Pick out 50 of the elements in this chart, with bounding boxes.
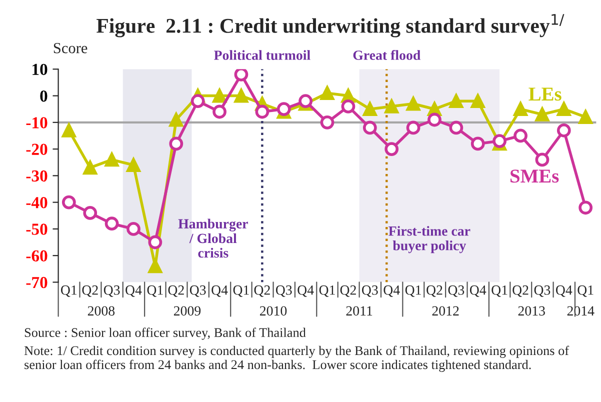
x2-tick-label: 2009 [174, 306, 201, 316]
x-tick-label: Q1 [492, 285, 508, 297]
x-tick-label: Q2 [340, 285, 356, 297]
x-tick-label: Q1 [60, 285, 77, 297]
x-tick-label: Q2 [512, 285, 528, 297]
x2-tick-label: 2010 [260, 306, 287, 316]
x-tick-label: Q3 [276, 285, 292, 297]
x-tick-label: Q2 [168, 285, 184, 297]
y-tick-label: -20 [26, 144, 48, 155]
x-tick-label: Q2 [426, 285, 442, 297]
y-tick-label: -10 [26, 117, 48, 128]
x2-tick-label: 2012 [432, 306, 459, 316]
x-tick-label: Q2 [254, 285, 270, 297]
x-tick-label: Q3 [104, 285, 120, 297]
x-tick-label: Q3 [448, 285, 464, 297]
y-tick-label: -40 [26, 197, 48, 208]
y-tick-label: -70 [26, 276, 48, 288]
x-tick-label: Q1 [405, 285, 421, 297]
source-note: Source : Senior loan officer survey, Bank of Thailand [24, 328, 306, 340]
ref-line-label: Great flood [353, 50, 421, 60]
y-tick-label: -50 [26, 224, 48, 235]
x2-tick-label: 2013 [518, 306, 545, 316]
y-tick-label: -60 [26, 250, 48, 262]
y-tick-label: 0 [40, 90, 48, 102]
x-tick-label: Q1 [147, 285, 163, 297]
text: Note: 1/ Credit condition survey is conducted quarterly by the Bank of Thailand, reviewing opinions of senior loan officers from 24 banks and 24 non-banks. Lower score indicates tightened standard. [24, 346, 570, 372]
x2-tick-label: 2008 [88, 306, 115, 316]
x-tick-label: Q3 [362, 285, 378, 297]
x-tick-label: Q4 [384, 285, 400, 297]
x-tick-label: Q1 [233, 285, 249, 297]
series-label: SMEs [510, 170, 559, 183]
y-axis-title: Score [54, 42, 88, 54]
x-tick-label: Q4 [556, 285, 572, 297]
y-tick-label: -30 [26, 170, 48, 182]
x-tick-label: Q1 [319, 285, 335, 297]
x-tick-label: Q4 [126, 285, 142, 297]
series-label: LEs [528, 88, 562, 101]
x-tick-label: Q3 [534, 285, 550, 297]
x-tick-label: Q4 [212, 285, 228, 297]
x-tick-label: Q1 [578, 285, 594, 297]
ref-line-label: Political turmoil [214, 50, 310, 60]
x2-tick-label: 2011 [346, 306, 372, 316]
band-label: Hamburger / Global crisis [178, 218, 248, 258]
band-label: First-time car buyer policy [388, 226, 470, 254]
chart-title: Figure 2.11 : Credit underwriting standard survey$^{1/}$ [96, 14, 564, 38]
x-tick-label: Q4 [298, 285, 314, 297]
y-tick-label: 10 [32, 64, 48, 76]
x-tick-label: Q3 [190, 285, 206, 297]
x-tick-label: Q4 [470, 285, 486, 297]
x-tick-label: Q2 [82, 285, 98, 297]
